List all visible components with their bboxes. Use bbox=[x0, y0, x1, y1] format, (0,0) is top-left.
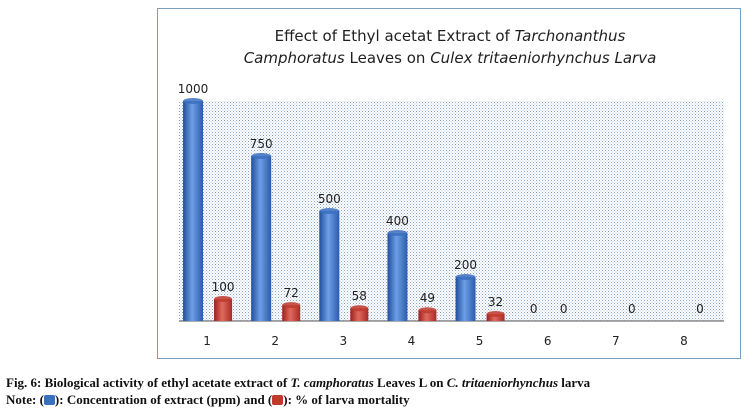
data-label-s2-7: 0 bbox=[628, 302, 636, 316]
data-label-s1-1: 1000 bbox=[178, 82, 209, 96]
bar-cap-s1-2 bbox=[251, 153, 272, 159]
bar-s1-2 bbox=[251, 156, 272, 321]
bar-s2-3 bbox=[350, 308, 369, 321]
data-label-s1-2: 750 bbox=[250, 137, 273, 151]
bar-s2-1 bbox=[214, 299, 233, 321]
bar-cap-s2-1 bbox=[214, 296, 233, 302]
caption-line-2: Note: (): Concentration of extract (ppm)… bbox=[6, 392, 410, 407]
data-label-s2-6: 0 bbox=[560, 302, 568, 316]
bar-cap-s1-4 bbox=[387, 230, 408, 236]
x-tick-label-7: 7 bbox=[612, 334, 620, 348]
x-tick-label-4: 4 bbox=[408, 334, 416, 348]
data-label-s2-8: 0 bbox=[696, 302, 704, 316]
bar-cap-s1-1 bbox=[183, 98, 204, 104]
bar-s2-4 bbox=[418, 310, 437, 321]
x-tick-label-8: 8 bbox=[680, 334, 688, 348]
x-tick-label-6: 6 bbox=[544, 334, 552, 348]
bar-cap-s2-2 bbox=[282, 302, 301, 309]
bar-cap-s2-3 bbox=[350, 305, 369, 312]
data-label-s1-3: 500 bbox=[318, 192, 341, 206]
x-tick-label-5: 5 bbox=[476, 334, 484, 348]
data-label-s1-5: 200 bbox=[454, 258, 477, 272]
bar-s1-3 bbox=[319, 211, 340, 321]
x-tick-label-2: 2 bbox=[271, 334, 279, 348]
bar-cap-s2-5 bbox=[486, 310, 505, 317]
data-label-s1-4: 400 bbox=[386, 214, 409, 228]
caption-line-1: Fig. 6: Biological activity of ethyl ace… bbox=[6, 375, 591, 390]
chart-title-line-1: Effect of Ethyl acetat Extract of Tarcho… bbox=[274, 27, 626, 45]
data-label-s2-1: 100 bbox=[212, 280, 235, 294]
figure-caption: Fig. 6: Biological activity of ethyl ace… bbox=[6, 374, 746, 408]
bar-chart: 1 1000 100 2 750 72 3 500 58 4 400 49 5 200 32 6 0 0 7 0 8 0 bbox=[178, 82, 724, 348]
data-label-s2-4: 49 bbox=[420, 291, 435, 305]
x-tick-label-1: 1 bbox=[203, 334, 211, 348]
data-label-s2-2: 72 bbox=[284, 286, 299, 300]
bar-s1-1 bbox=[183, 101, 204, 321]
data-label-s2-5: 32 bbox=[488, 295, 503, 309]
chart-title-line-2: Camphoratus Leaves on Culex tritaeniorhy… bbox=[243, 49, 657, 67]
chart-frame: Effect of Ethyl acetat Extract of Tarcho… bbox=[157, 8, 741, 359]
bar-cap-s2-4 bbox=[418, 307, 437, 314]
bar-s2-2 bbox=[282, 305, 301, 321]
bar-cap-s1-5 bbox=[455, 274, 476, 280]
bar-s1-4 bbox=[387, 233, 408, 321]
legend-swatch-red bbox=[272, 395, 284, 405]
data-label-s1-6: 0 bbox=[530, 302, 538, 316]
data-label-s2-3: 58 bbox=[352, 289, 367, 303]
bar-s1-5 bbox=[455, 277, 476, 321]
bar-cap-s1-3 bbox=[319, 208, 340, 214]
bar-s2-5 bbox=[486, 313, 505, 321]
legend-swatch-blue bbox=[43, 395, 55, 405]
x-tick-label-3: 3 bbox=[339, 334, 347, 348]
